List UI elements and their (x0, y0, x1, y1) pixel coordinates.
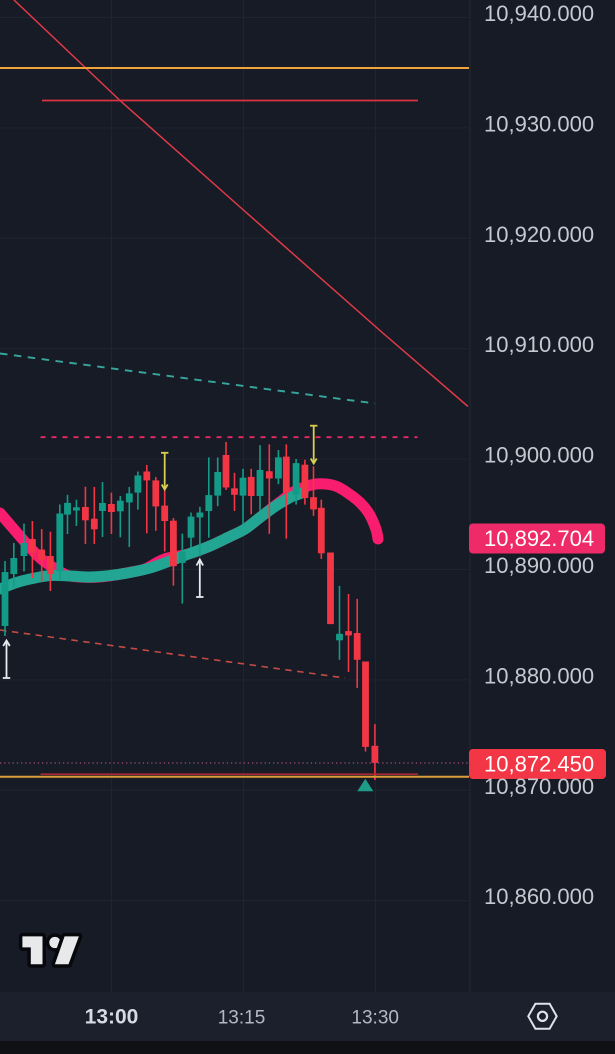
svg-text:10,870.000: 10,870.000 (484, 774, 594, 799)
svg-text:10,892.704: 10,892.704 (484, 526, 594, 551)
svg-text:10,880.000: 10,880.000 (484, 663, 594, 688)
svg-text:10,900.000: 10,900.000 (484, 443, 594, 468)
svg-text:10,920.000: 10,920.000 (484, 222, 594, 247)
svg-text:10,860.000: 10,860.000 (484, 884, 594, 909)
svg-text:10,890.000: 10,890.000 (484, 553, 594, 578)
svg-text:10,930.000: 10,930.000 (484, 111, 594, 136)
svg-text:10,872.450: 10,872.450 (484, 752, 594, 777)
svg-text:10,910.000: 10,910.000 (484, 332, 594, 357)
svg-text:13:00: 13:00 (85, 1006, 139, 1029)
svg-text:13:15: 13:15 (218, 1008, 266, 1029)
svg-text:13:30: 13:30 (351, 1008, 399, 1029)
svg-text:10,940.000: 10,940.000 (484, 1, 594, 26)
